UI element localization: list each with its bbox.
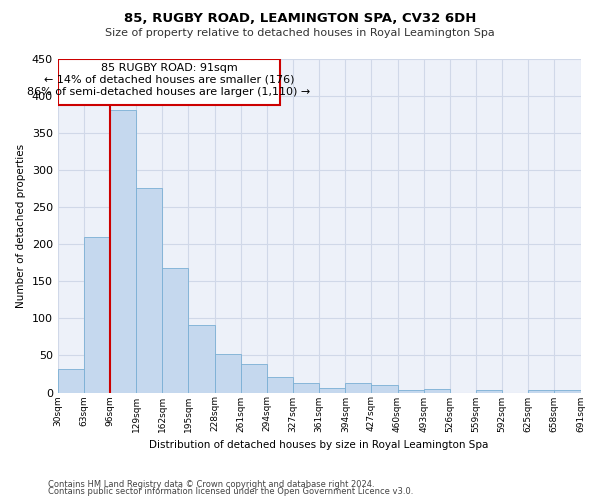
- Bar: [188, 325, 215, 392]
- Bar: [528, 390, 554, 392]
- Bar: [267, 377, 293, 392]
- Text: 85, RUGBY ROAD, LEAMINGTON SPA, CV32 6DH: 85, RUGBY ROAD, LEAMINGTON SPA, CV32 6DH: [124, 12, 476, 26]
- Bar: [58, 369, 84, 392]
- Bar: [293, 383, 319, 392]
- Bar: [371, 385, 398, 392]
- Bar: [398, 390, 424, 392]
- FancyBboxPatch shape: [58, 59, 280, 105]
- Text: Contains public sector information licensed under the Open Government Licence v3: Contains public sector information licen…: [48, 487, 413, 496]
- Text: 86% of semi-detached houses are larger (1,110) →: 86% of semi-detached houses are larger (…: [27, 86, 311, 97]
- Bar: [136, 188, 163, 392]
- Bar: [163, 268, 188, 392]
- Text: Size of property relative to detached houses in Royal Leamington Spa: Size of property relative to detached ho…: [105, 28, 495, 38]
- Bar: [554, 390, 581, 392]
- Text: Contains HM Land Registry data © Crown copyright and database right 2024.: Contains HM Land Registry data © Crown c…: [48, 480, 374, 489]
- Bar: [345, 383, 371, 392]
- Bar: [241, 364, 267, 392]
- Bar: [476, 390, 502, 392]
- Bar: [215, 354, 241, 393]
- Bar: [319, 388, 345, 392]
- Bar: [110, 110, 136, 393]
- X-axis label: Distribution of detached houses by size in Royal Leamington Spa: Distribution of detached houses by size …: [149, 440, 489, 450]
- Bar: [84, 237, 110, 392]
- Text: 85 RUGBY ROAD: 91sqm: 85 RUGBY ROAD: 91sqm: [101, 63, 237, 73]
- Text: ← 14% of detached houses are smaller (176): ← 14% of detached houses are smaller (17…: [44, 75, 294, 85]
- Y-axis label: Number of detached properties: Number of detached properties: [16, 144, 26, 308]
- Bar: [424, 389, 450, 392]
